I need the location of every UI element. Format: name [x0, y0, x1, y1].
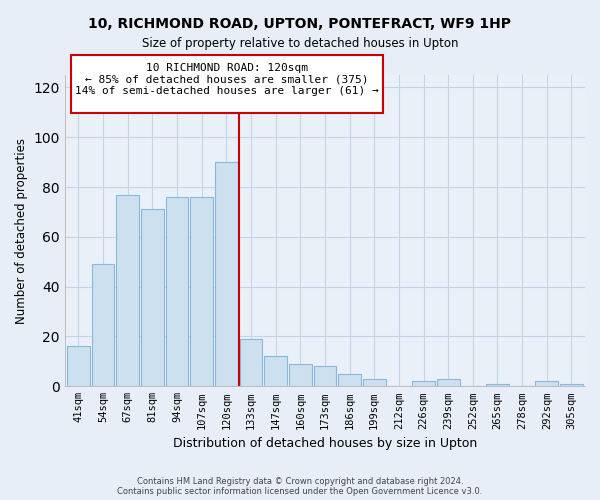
Bar: [363, 379, 386, 386]
Bar: [412, 382, 435, 386]
Bar: [215, 162, 238, 386]
Bar: [92, 264, 115, 386]
Bar: [141, 210, 164, 386]
Bar: [116, 194, 139, 386]
Bar: [239, 339, 262, 386]
Bar: [535, 382, 558, 386]
Bar: [289, 364, 311, 386]
Bar: [264, 356, 287, 386]
Bar: [437, 379, 460, 386]
X-axis label: Distribution of detached houses by size in Upton: Distribution of detached houses by size …: [173, 437, 477, 450]
Text: Contains HM Land Registry data © Crown copyright and database right 2024.: Contains HM Land Registry data © Crown c…: [137, 477, 463, 486]
Bar: [560, 384, 583, 386]
Text: 10, RICHMOND ROAD, UPTON, PONTEFRACT, WF9 1HP: 10, RICHMOND ROAD, UPTON, PONTEFRACT, WF…: [89, 18, 511, 32]
Y-axis label: Number of detached properties: Number of detached properties: [15, 138, 28, 324]
Text: Size of property relative to detached houses in Upton: Size of property relative to detached ho…: [142, 38, 458, 51]
Bar: [486, 384, 509, 386]
Bar: [67, 346, 89, 387]
Bar: [190, 197, 213, 386]
Bar: [314, 366, 336, 386]
Text: Contains public sector information licensed under the Open Government Licence v3: Contains public sector information licen…: [118, 487, 482, 496]
Bar: [338, 374, 361, 386]
Bar: [166, 197, 188, 386]
Text: 10 RICHMOND ROAD: 120sqm
← 85% of detached houses are smaller (375)
14% of semi-: 10 RICHMOND ROAD: 120sqm ← 85% of detach…: [75, 63, 379, 96]
